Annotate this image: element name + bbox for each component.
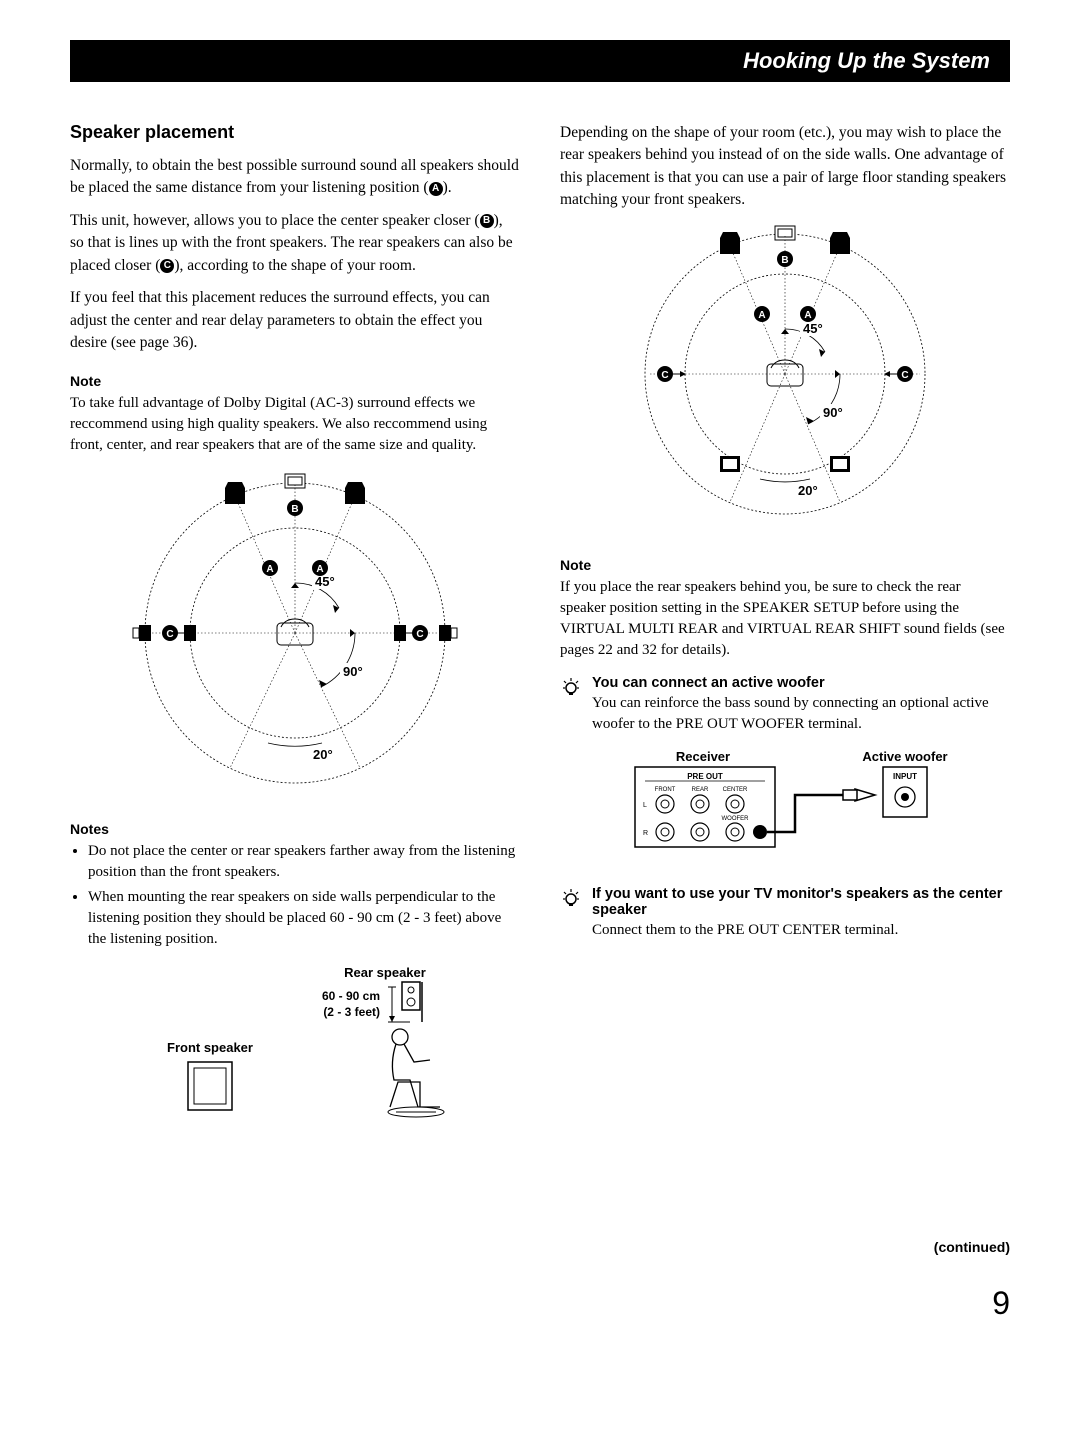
tip-icon-2 (560, 886, 584, 913)
notes-list: Do not place the center or rear speakers… (70, 841, 520, 950)
tip-1-body: You can reinforce the bass sound by conn… (592, 693, 1010, 735)
marker-a-inline: A (429, 182, 443, 196)
right-column: Depending on the shape of your room (etc… (560, 122, 1010, 1139)
tip-2-body: Connect them to the PRE OUT CENTER termi… (592, 920, 1010, 941)
svg-text:A: A (266, 564, 273, 575)
left-column: Speaker placement Normally, to obtain th… (70, 122, 520, 1139)
svg-text:A: A (804, 310, 811, 321)
svg-text:45°: 45° (803, 321, 823, 336)
tip-2: If you want to use your TV monitor's spe… (560, 886, 1010, 941)
note-body-2: If you place the rear speakers behind yo… (560, 577, 1010, 661)
para-1b: ). (443, 179, 452, 196)
svg-text:Receiver: Receiver (676, 749, 730, 764)
svg-text:(2 - 3 feet): (2 - 3 feet) (323, 1005, 380, 1019)
svg-text:C: C (901, 370, 908, 381)
tip-1-head: You can connect an active woofer (592, 675, 1010, 691)
svg-text:CENTER: CENTER (723, 787, 748, 793)
content-columns: Speaker placement Normally, to obtain th… (70, 122, 1010, 1139)
svg-text:PRE OUT: PRE OUT (687, 772, 723, 781)
marker-b-inline: B (480, 214, 494, 228)
svg-text:B: B (291, 504, 298, 515)
svg-text:C: C (661, 370, 668, 381)
angle-20: 20° (313, 747, 333, 762)
svg-text:90°: 90° (823, 405, 843, 420)
tip-2-head: If you want to use your TV monitor's spe… (592, 886, 1010, 918)
note-heading: Note (70, 373, 520, 389)
svg-text:FRONT: FRONT (655, 787, 676, 793)
right-para-1: Depending on the shape of your room (etc… (560, 122, 1010, 212)
header-bar: Hooking Up the System (70, 40, 1010, 82)
notes-item-1: Do not place the center or rear speakers… (88, 841, 520, 883)
page-number: 9 (70, 1285, 1010, 1322)
notes-heading: Notes (70, 821, 520, 837)
speaker-diagram-behind: 45° 90° 20° A A B C C (560, 224, 1010, 539)
angle-90: 90° (343, 664, 363, 679)
speaker-height-diagram: Rear speaker Front speaker (70, 962, 520, 1127)
para-1: Normally, to obtain the best possible su… (70, 155, 520, 200)
tip-1: You can connect an active woofer You can… (560, 675, 1010, 735)
marker-c-inline: C (160, 259, 174, 273)
connection-diagram: Receiver Active woofer PRE OUT FRONT REA… (560, 747, 1010, 872)
svg-text:R: R (643, 830, 648, 837)
note-heading-2: Note (560, 557, 1010, 573)
svg-text:L: L (643, 802, 647, 809)
svg-text:REAR: REAR (692, 787, 709, 793)
svg-text:60 - 90 cm: 60 - 90 cm (322, 989, 380, 1003)
para-2a: This unit, however, allows you to place … (70, 212, 480, 229)
svg-text:Rear speaker: Rear speaker (344, 965, 426, 980)
notes-item-2: When mounting the rear speakers on side … (88, 887, 520, 950)
svg-text:C: C (166, 629, 173, 640)
svg-text:A: A (316, 564, 323, 575)
continued-label: (continued) (70, 1239, 1010, 1255)
svg-text:C: C (416, 629, 423, 640)
svg-text:Front speaker: Front speaker (167, 1040, 253, 1055)
svg-text:WOOFER: WOOFER (722, 816, 750, 822)
para-3: If you feel that this placement reduces … (70, 287, 520, 354)
svg-text:20°: 20° (798, 483, 818, 498)
svg-text:B: B (781, 255, 788, 266)
svg-text:INPUT: INPUT (893, 772, 917, 781)
tip-icon (560, 675, 584, 702)
svg-text:Active woofer: Active woofer (862, 749, 947, 764)
svg-text:A: A (758, 310, 765, 321)
para-2: This unit, however, allows you to place … (70, 210, 520, 277)
para-2c: ), according to the shape of your room. (174, 257, 415, 274)
note-body: To take full advantage of Dolby Digital … (70, 393, 520, 456)
speaker-diagram-side: 45° 90° 20° A A B C C (70, 468, 520, 803)
section-title: Speaker placement (70, 122, 520, 143)
angle-45: 45° (315, 574, 335, 589)
